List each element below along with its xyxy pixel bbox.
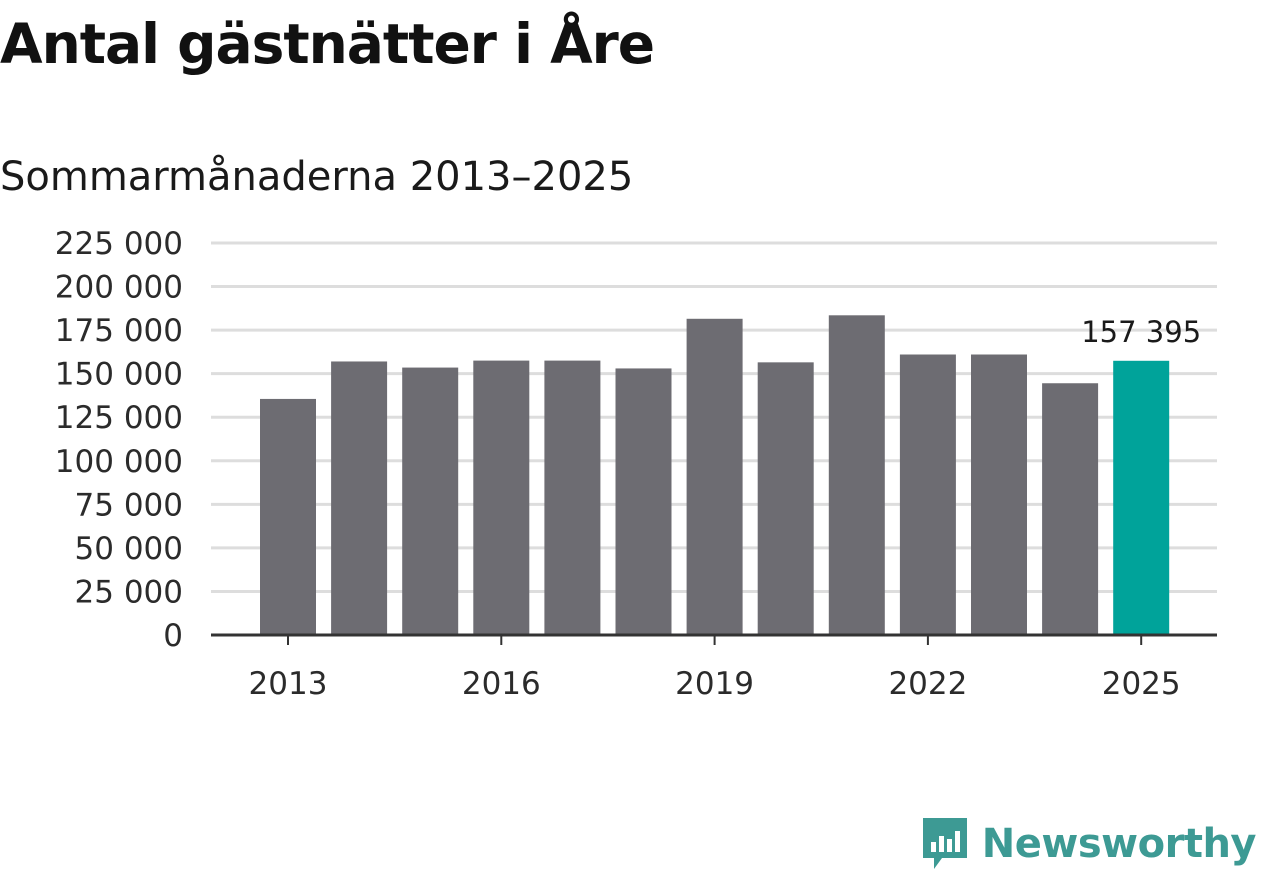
bars	[260, 315, 1170, 635]
y-tick-label: 50 000	[75, 531, 183, 567]
axes	[211, 633, 1217, 645]
chart-subtitle: Sommarmånaderna 2013–2025	[0, 154, 634, 200]
bar-2024	[1042, 383, 1099, 635]
bar-2014	[331, 361, 388, 635]
x-tick-label: 2025	[1102, 666, 1181, 702]
x-tick-label: 2019	[675, 666, 754, 702]
y-tick-label: 25 000	[75, 574, 183, 610]
chart-title: Antal gästnätter i Åre	[0, 12, 655, 76]
y-tick-label: 125 000	[55, 400, 183, 436]
y-tick-label: 0	[163, 618, 183, 654]
bar-2022	[899, 354, 956, 635]
bar-2013	[260, 398, 316, 635]
y-tick-label: 200 000	[55, 270, 183, 306]
brand-name: Newsworthy	[981, 821, 1257, 867]
bar-2021	[828, 315, 885, 635]
bar-2016	[473, 360, 530, 635]
x-tick-label: 2016	[462, 666, 541, 702]
bar-2015	[402, 367, 459, 635]
x-tick-label: 2013	[249, 666, 328, 702]
data-label-2025: 157 395	[1081, 315, 1201, 349]
brand-logo: Newsworthy	[920, 815, 1257, 873]
bar-2019	[686, 318, 743, 635]
y-tick-label: 100 000	[55, 444, 183, 480]
bar-2023	[971, 354, 1027, 635]
y-tick-label: 175 000	[55, 313, 183, 349]
y-tick-label: 75 000	[75, 487, 183, 523]
x-tick-label: 2022	[888, 666, 967, 702]
labels: 0 25 000 50 000 75 000 100 000 125 000 150 000…	[55, 226, 1201, 702]
newsworthy-chart-bubble-icon	[922, 818, 967, 869]
bar-2017	[544, 360, 601, 635]
bar-2025	[1113, 360, 1170, 635]
bar-2018	[615, 368, 672, 635]
y-tick-label: 225 000	[55, 226, 183, 262]
bar-2020	[757, 362, 814, 635]
y-tick-label: 150 000	[55, 357, 183, 393]
